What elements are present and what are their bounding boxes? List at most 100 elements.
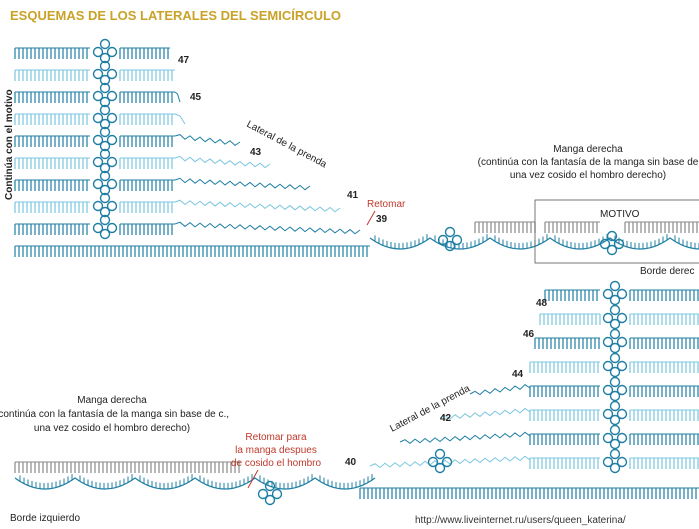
motif-loop — [609, 424, 621, 436]
motif-loop — [609, 318, 621, 330]
manga-title: Manga derecha — [553, 144, 623, 155]
motif-loop — [444, 240, 456, 252]
borde-label: Borde izquierdo — [10, 513, 80, 524]
motif-loop — [602, 384, 614, 396]
chain — [439, 407, 531, 420]
motif-loop — [106, 68, 118, 80]
chain — [369, 455, 531, 469]
motif-loop — [264, 480, 276, 492]
motif-loop — [609, 390, 621, 402]
manga-line: (continúa con la fantasía de la manga si… — [0, 409, 229, 420]
motif-loop — [609, 328, 621, 340]
chain — [174, 134, 241, 147]
motif-loop — [609, 294, 621, 306]
motif-loop — [106, 200, 118, 212]
motif-loop — [106, 178, 118, 190]
motif-loop — [602, 312, 614, 324]
motif-loop — [99, 140, 111, 152]
motif-loop — [609, 280, 621, 292]
motif-loop — [92, 200, 104, 212]
motif-loop — [92, 46, 104, 58]
chain — [174, 91, 181, 103]
chain — [174, 177, 311, 191]
motif-loop — [437, 234, 449, 246]
title: ESQUEMAS DE LOS LATERALES DEL SEMICÍRCUL… — [10, 8, 341, 23]
row-number: 42 — [440, 413, 452, 424]
motif-loop — [609, 352, 621, 364]
motif-loop — [616, 456, 628, 468]
chain — [469, 384, 531, 396]
motif-loop — [616, 360, 628, 372]
motif-loop — [451, 234, 463, 246]
motif-loop — [434, 462, 446, 474]
arrow — [366, 210, 376, 226]
motif-loop — [99, 126, 111, 138]
motif-loop — [616, 408, 628, 420]
side-label: Continúa con el motivo — [4, 89, 15, 200]
motif-loop — [441, 456, 453, 468]
motif-loop — [616, 312, 628, 324]
motif-loop — [106, 112, 118, 124]
motif-loop — [92, 222, 104, 234]
row-number: 44 — [512, 369, 524, 380]
motif-loop — [606, 230, 618, 242]
retomar: de cosido el hombro — [231, 458, 321, 469]
manga-line: una vez cosido el hombro derecho) — [34, 423, 190, 434]
lateral-label: Lateral de la prenda — [388, 383, 472, 435]
motif-loop — [99, 228, 111, 240]
motif-loop — [427, 456, 439, 468]
watermark: http://www.liveinternet.ru/users/queen_k… — [415, 515, 626, 526]
retomar: Retomar para — [245, 432, 307, 443]
motif-loop — [616, 384, 628, 396]
chain — [399, 431, 531, 445]
row-number: 39 — [376, 214, 388, 225]
motif-loop — [99, 38, 111, 50]
motif-loop — [99, 82, 111, 94]
motif-loop — [106, 156, 118, 168]
motif-loop — [92, 156, 104, 168]
motif-loop — [92, 134, 104, 146]
motif-loop — [106, 90, 118, 102]
motif-loop — [609, 400, 621, 412]
motif-loop — [434, 448, 446, 460]
row-number: 46 — [523, 329, 535, 340]
motif-loop — [99, 162, 111, 174]
lateral-label: Lateral de la prenda — [245, 119, 329, 171]
motif-loop — [602, 336, 614, 348]
motif-loop — [602, 288, 614, 300]
motif-loop — [106, 134, 118, 146]
motivo-label: MOTIVO — [600, 209, 640, 220]
motif-loop — [602, 456, 614, 468]
motif-loop — [92, 90, 104, 102]
motif-loop — [599, 238, 611, 250]
manga-line: una vez cosido el hombro derecho) — [510, 170, 666, 181]
chain — [174, 221, 361, 235]
motif-loop — [106, 46, 118, 58]
motif-loop — [99, 104, 111, 116]
motif-loop — [92, 178, 104, 190]
row-number: 48 — [536, 298, 548, 309]
chain — [174, 155, 271, 169]
manga-line: (continúa con la fantasía de la manga si… — [478, 157, 699, 168]
motif-loop — [609, 376, 621, 388]
motif-loop — [264, 494, 276, 506]
motif-loop — [609, 438, 621, 450]
retomar: la manga despues — [235, 445, 317, 456]
motif-loop — [606, 244, 618, 256]
motif-loop — [106, 222, 118, 234]
row-number: 45 — [190, 92, 202, 103]
arrow — [247, 469, 259, 489]
motif-loop — [616, 336, 628, 348]
motif-loop — [444, 226, 456, 238]
motif-loop — [99, 60, 111, 72]
manga-title: Manga derecha — [77, 395, 147, 406]
motif-loop — [613, 238, 625, 250]
row-number: 41 — [347, 190, 359, 201]
chain — [174, 113, 186, 125]
motif-box — [534, 199, 699, 264]
motif-loop — [99, 206, 111, 218]
scallop — [14, 477, 376, 490]
motif-loop — [609, 366, 621, 378]
motif-loop — [609, 342, 621, 354]
